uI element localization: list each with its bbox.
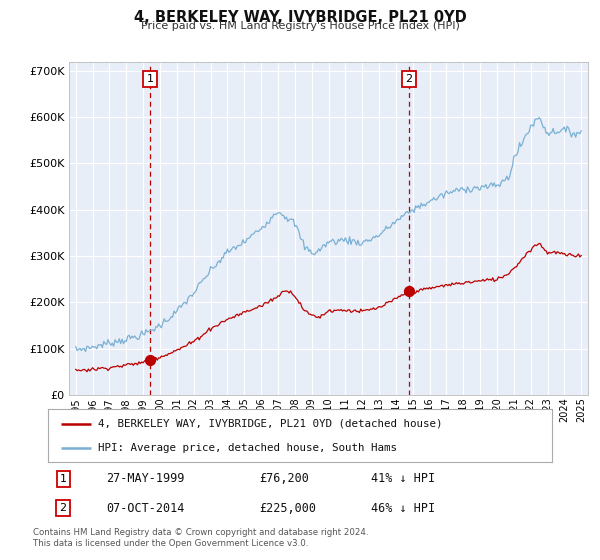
Point	[145, 355, 155, 364]
Text: 46% ↓ HPI: 46% ↓ HPI	[371, 502, 434, 515]
Text: 4, BERKELEY WAY, IVYBRIDGE, PL21 0YD: 4, BERKELEY WAY, IVYBRIDGE, PL21 0YD	[134, 10, 466, 25]
Text: Price paid vs. HM Land Registry's House Price Index (HPI): Price paid vs. HM Land Registry's House …	[140, 21, 460, 31]
Text: 27-MAY-1999: 27-MAY-1999	[106, 473, 184, 486]
Text: 2: 2	[59, 503, 67, 514]
Point	[404, 286, 413, 295]
Text: 1: 1	[146, 74, 154, 84]
Text: 4, BERKELEY WAY, IVYBRIDGE, PL21 0YD (detached house): 4, BERKELEY WAY, IVYBRIDGE, PL21 0YD (de…	[98, 419, 443, 429]
Text: 41% ↓ HPI: 41% ↓ HPI	[371, 473, 434, 486]
Text: £76,200: £76,200	[260, 473, 310, 486]
Text: 2: 2	[406, 74, 412, 84]
Text: 07-OCT-2014: 07-OCT-2014	[106, 502, 184, 515]
Text: 1: 1	[59, 474, 67, 484]
Text: £225,000: £225,000	[260, 502, 317, 515]
Text: Contains HM Land Registry data © Crown copyright and database right 2024.
This d: Contains HM Land Registry data © Crown c…	[33, 528, 368, 548]
Text: HPI: Average price, detached house, South Hams: HPI: Average price, detached house, Sout…	[98, 443, 397, 453]
